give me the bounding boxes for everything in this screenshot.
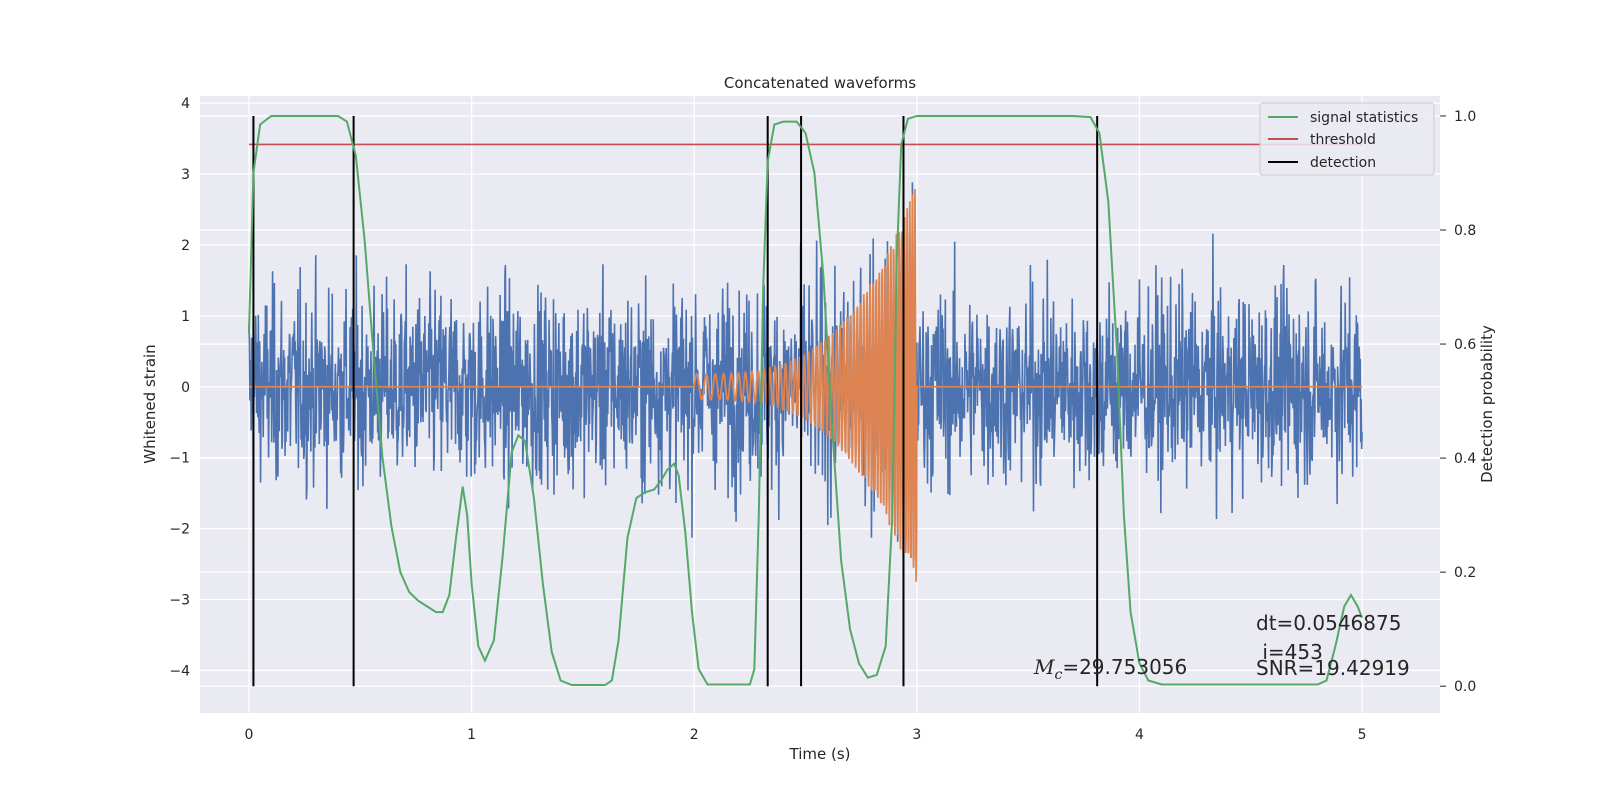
chart-title: Concatenated waveforms	[724, 74, 916, 92]
x-axis-ticks: 0 1 2 3 4 5	[245, 727, 1367, 743]
y-tick-label: 3	[181, 167, 190, 183]
x-axis-title: Time (s)	[789, 745, 851, 763]
x-tick-label: 2	[690, 727, 699, 743]
y-tick-label: −2	[169, 522, 190, 538]
y-axis-ticks: −4 −3 −2 −1 0 1 2 3 4	[169, 96, 190, 679]
x-tick-label: 3	[912, 727, 921, 743]
y-tick-label: −1	[169, 451, 190, 467]
plot-area	[247, 114, 1364, 687]
y-tick-label: −3	[169, 593, 190, 609]
legend-box	[1259, 102, 1435, 176]
annotation-chirp-mass: Mc=29.753056	[1033, 655, 1187, 683]
right-tick-label: 0.8	[1454, 223, 1476, 239]
annotation-index: i=453	[1256, 640, 1323, 664]
y-tick-label: −4	[169, 663, 190, 679]
x-tick-label: 0	[245, 727, 254, 743]
detection-lines	[252, 115, 1099, 687]
annotation-mc-symbol: M	[1033, 655, 1055, 679]
template-series-line	[248, 189, 1363, 582]
right-tick-label: 0.0	[1454, 679, 1476, 695]
right-axis-ticks: 0.0 0.2 0.4 0.6 0.8 1.0	[1440, 109, 1476, 695]
y-tick-label: 1	[181, 309, 190, 325]
y-tick-label: 0	[181, 380, 190, 396]
annotation-mc-value: =29.753056	[1062, 655, 1187, 679]
legend-label-threshold: threshold	[1310, 132, 1376, 148]
y-tick-label: 4	[181, 96, 190, 112]
annotation-dt: dt=0.0546875	[1256, 611, 1401, 635]
right-axis-title: Detection probability	[1478, 325, 1496, 483]
signal-statistics-line	[247, 114, 1364, 687]
y-axis-title: Whitened strain	[141, 344, 159, 463]
y-tick-label: 2	[181, 238, 190, 254]
x-tick-label: 1	[467, 727, 476, 743]
annotation-snr: SNR=19.42919	[1256, 656, 1410, 680]
x-tick-label: 5	[1358, 727, 1367, 743]
legend: signal statistics threshold detection	[1259, 102, 1435, 176]
legend-label-detection: detection	[1310, 155, 1376, 171]
legend-label-signal-statistics: signal statistics	[1310, 110, 1418, 126]
right-tick-label: 0.2	[1454, 565, 1476, 581]
right-tick-label: 1.0	[1454, 109, 1476, 125]
right-tick-label: 0.4	[1454, 451, 1476, 467]
right-tick-label: 0.6	[1454, 337, 1476, 353]
x-tick-label: 4	[1135, 727, 1144, 743]
annotation-mc-sub: c	[1054, 667, 1062, 683]
